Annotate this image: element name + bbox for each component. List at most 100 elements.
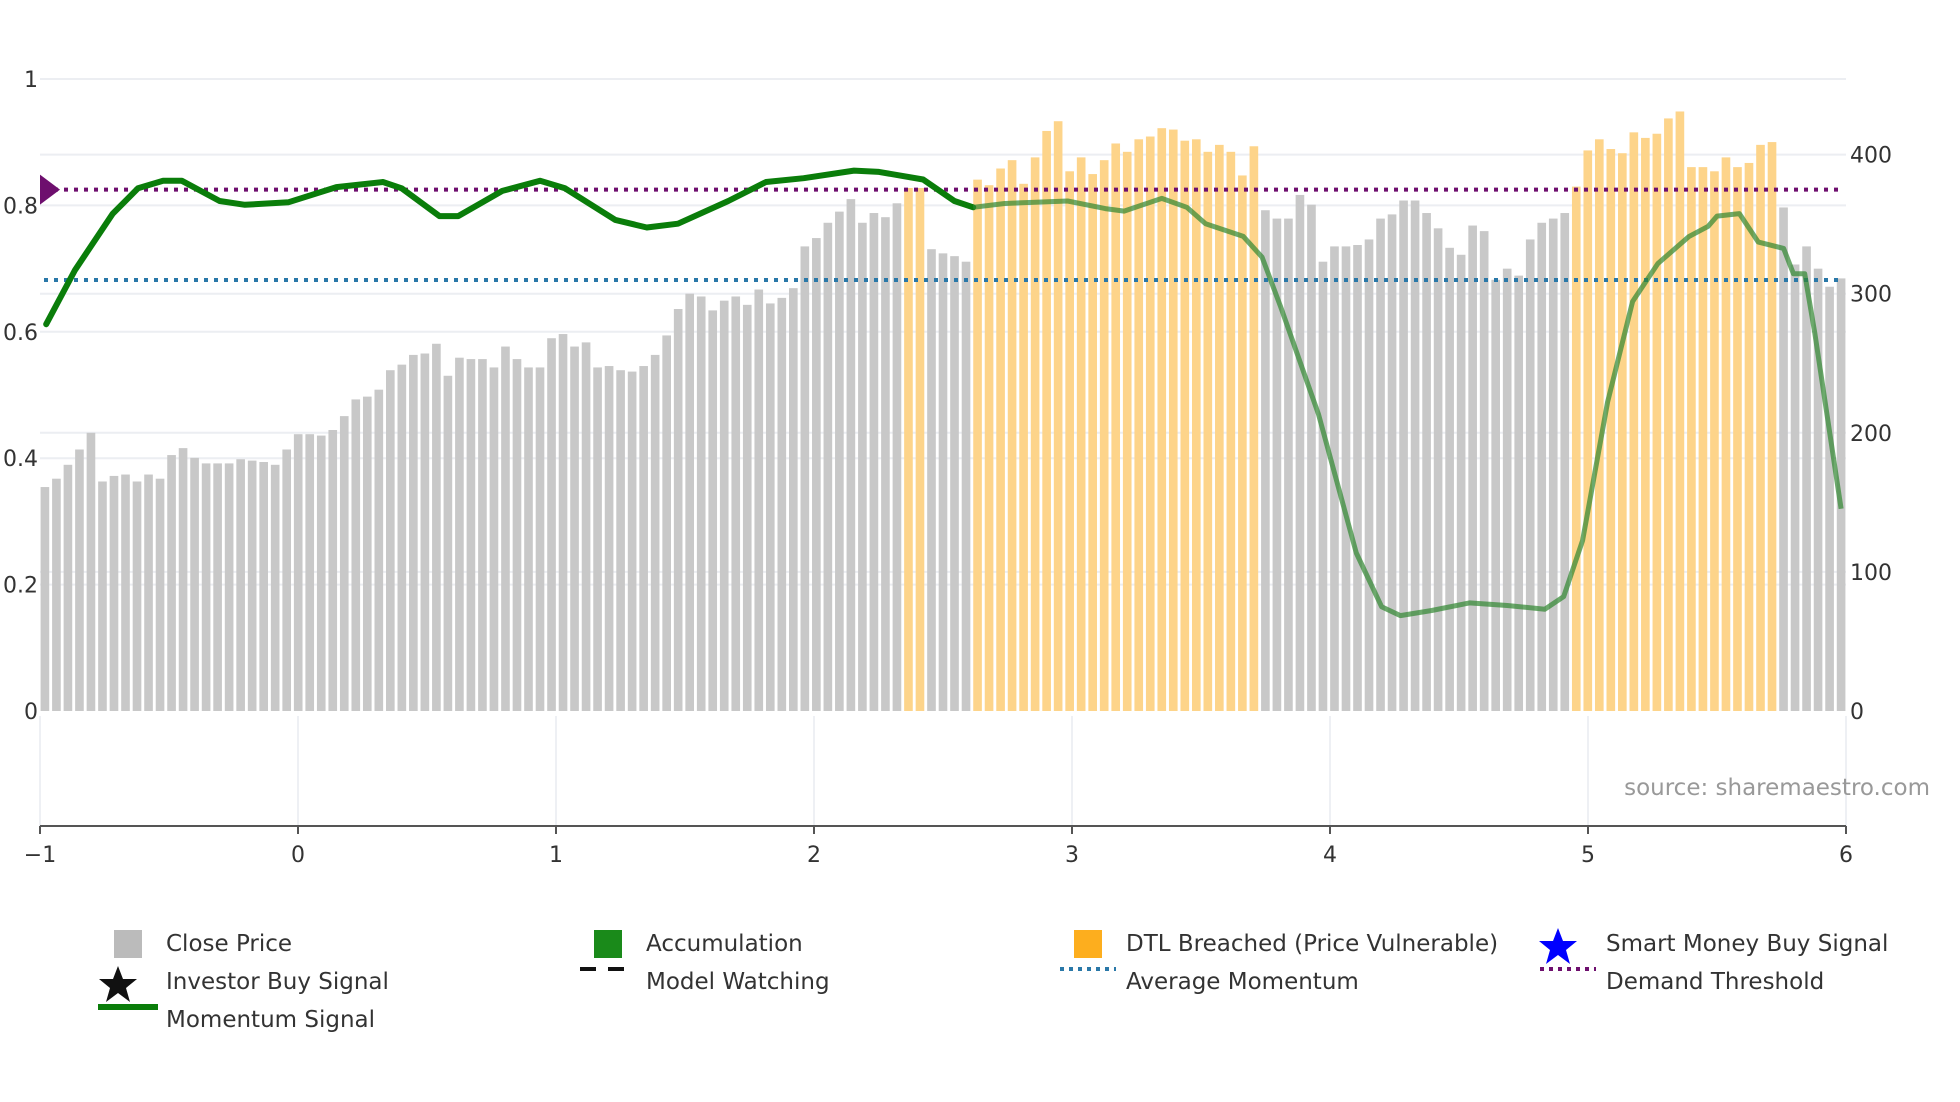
blue-star-icon — [1538, 926, 1598, 964]
purple-dotted-line-icon — [1538, 964, 1598, 1000]
dtl-breached-bar — [1710, 171, 1719, 712]
dtl-breached-bar — [1606, 149, 1616, 711]
dtl-breached-bar — [904, 187, 913, 711]
close-price-bar — [892, 203, 902, 711]
close-price-bar — [109, 475, 119, 711]
close-price-bar — [1399, 200, 1408, 712]
demand-threshold-marker — [40, 174, 60, 205]
dtl-breached-bar — [1157, 128, 1167, 711]
close-price-bar — [558, 334, 568, 711]
close-price-bar — [639, 366, 648, 711]
close-price-bar — [432, 343, 441, 711]
close-price-bar — [1502, 268, 1512, 711]
right-y-tick-label: 400 — [1850, 144, 1892, 169]
close-price-bar — [397, 364, 407, 711]
close-price-bar — [812, 238, 821, 711]
legend-label: Smart Money Buy Signal — [1606, 931, 1889, 957]
close-price-bar — [443, 375, 453, 711]
close-price-bar — [846, 199, 856, 711]
close-price-bar — [788, 288, 798, 711]
legend-item[interactable]: Average Momentum — [1058, 964, 1359, 1000]
x-tick-label: 6 — [1839, 843, 1853, 868]
black-dashed-line-icon — [578, 964, 638, 1000]
legend-item[interactable]: Demand Threshold — [1538, 964, 1824, 1000]
green-square-icon — [578, 926, 638, 962]
close-price-bar — [132, 481, 142, 711]
close-price-bar — [1445, 247, 1454, 711]
legend-item[interactable]: Model Watching — [578, 964, 830, 1000]
dtl-breached-bar — [1698, 167, 1708, 711]
legend-item[interactable]: DTL Breached (Price Vulnerable) — [1058, 926, 1498, 962]
legend-label: DTL Breached (Price Vulnerable) — [1126, 931, 1499, 957]
legend-item[interactable]: Close Price — [98, 926, 292, 962]
right-y-tick-label: 300 — [1850, 283, 1892, 308]
close-price-bar — [374, 389, 384, 711]
dtl-breached-bar — [1030, 157, 1040, 711]
close-price-bar — [1272, 218, 1282, 711]
close-price-bar — [950, 256, 959, 711]
dtl-breached-bar — [1641, 137, 1650, 711]
close-price-bar — [961, 261, 971, 711]
left-y-tick-label: 0.4 — [3, 447, 38, 472]
legend-item[interactable]: Smart Money Buy Signal — [1538, 926, 1889, 964]
close-price-bar — [650, 354, 660, 711]
x-tick-label: 1 — [549, 843, 563, 868]
close-price-bar — [409, 354, 418, 711]
close-price-bar — [581, 342, 591, 711]
close-price-bar — [1514, 275, 1524, 711]
dtl-breached-bar — [1756, 144, 1765, 711]
dtl-breached-bar — [1594, 139, 1604, 711]
legend-label: Model Watching — [646, 969, 830, 995]
close-price-bar — [835, 211, 844, 712]
close-price-bar — [98, 481, 107, 711]
left-y-tick-label: 0.2 — [3, 574, 38, 599]
dtl-breached-bar — [1226, 151, 1236, 711]
close-price-bar — [1318, 261, 1328, 711]
close-price-bar — [386, 370, 395, 711]
legend-item[interactable]: Investor Buy Signal — [98, 964, 389, 1002]
close-price-bar — [823, 222, 833, 711]
close-price-bar — [696, 296, 706, 711]
close-price-bar — [869, 213, 879, 711]
close-price-bar — [121, 474, 130, 711]
legend-item[interactable]: Momentum Signal — [98, 1002, 375, 1038]
close-price-bar — [512, 359, 522, 711]
dtl-breached-bar — [1111, 143, 1121, 712]
close-price-bar — [478, 359, 487, 711]
close-price-bar — [1491, 279, 1500, 711]
close-price-bar — [328, 430, 338, 711]
x-tick-label: 5 — [1581, 843, 1595, 868]
dtl-breached-bar — [1076, 157, 1086, 711]
close-price-bar — [351, 399, 361, 711]
close-price-bar — [1825, 286, 1834, 711]
close-price-bar — [247, 460, 257, 711]
close-price-bar — [881, 217, 890, 711]
close-price-bar — [593, 367, 602, 711]
close-price-bar — [259, 462, 268, 711]
dtl-breached-bar — [1675, 111, 1685, 711]
close-price-bar — [1364, 239, 1374, 712]
momentum-line-segment — [43, 167, 977, 328]
dtl-breached-bar — [1203, 151, 1213, 711]
close-price-bar — [1479, 231, 1489, 712]
close-price-bar — [1284, 218, 1293, 711]
close-price-bar — [52, 478, 61, 711]
close-price-bar — [547, 338, 556, 711]
dtl-breached-bar — [1733, 167, 1742, 711]
legend-label: Accumulation — [646, 931, 803, 957]
dtl-breached-bar — [1571, 186, 1581, 711]
close-price-bar — [754, 289, 764, 711]
legend-item[interactable]: Accumulation — [578, 926, 803, 962]
x-tick-label: 3 — [1065, 843, 1079, 868]
close-price-bar — [201, 463, 211, 711]
green-line-icon — [98, 1002, 158, 1038]
close-price-bar — [927, 249, 936, 712]
momentum-line-segment-faded — [972, 195, 1844, 619]
close-price-bar — [765, 303, 775, 711]
close-price-bar — [1802, 246, 1811, 711]
close-price-bar — [1468, 225, 1477, 711]
close-price-bar — [1525, 239, 1535, 712]
close-price-bar — [293, 434, 303, 711]
dtl-breached-bar — [1744, 162, 1754, 712]
grey-square-icon — [98, 926, 158, 962]
